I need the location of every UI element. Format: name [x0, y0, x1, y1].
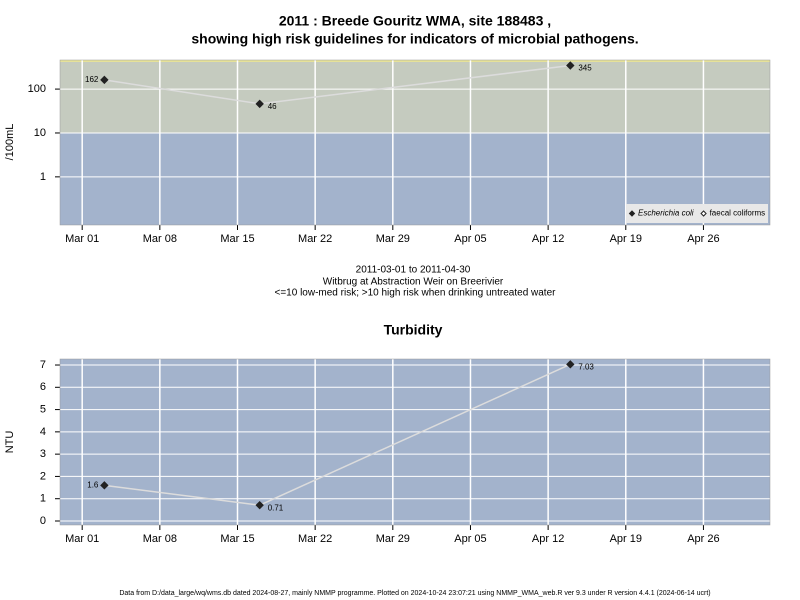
data-label: 162: [85, 75, 99, 84]
title-line: 2011 : Breede Gouritz WMA, site 188483 ,: [279, 13, 551, 29]
data-label: 7.03: [578, 362, 594, 371]
data-point: [100, 481, 109, 490]
y-tick-label: 0: [40, 515, 46, 527]
caption-line: <=10 low-med risk; >10 high risk when dr…: [275, 288, 557, 299]
x-tick-label: Apr 19: [610, 533, 642, 545]
x-tick-label: Mar 29: [376, 533, 410, 545]
x-tick-label: Apr 26: [687, 233, 719, 245]
y-tick-label: 1: [40, 171, 46, 183]
x-tick-label: Apr 19: [610, 233, 642, 245]
data-point: [255, 500, 264, 510]
data-label: 1.6: [87, 480, 99, 489]
high-risk-band: [60, 60, 770, 133]
y-tick-label: 1: [40, 493, 46, 505]
caption-line: Witbrug at Abstraction Weir on Breerivie…: [323, 277, 504, 288]
y-axis-label: NTU: [4, 431, 16, 454]
data-point: [100, 75, 109, 85]
x-tick-label: Apr 12: [532, 533, 564, 545]
x-tick-label: Mar 22: [298, 233, 332, 245]
x-tick-label: Mar 01: [65, 233, 99, 245]
plot-background: [60, 359, 770, 525]
x-tick-label: Mar 29: [376, 233, 410, 245]
x-tick-label: Mar 15: [220, 233, 254, 245]
footer: Data from D:/data_large/wq/wms.db dated …: [119, 590, 710, 597]
legend-label: faecal coliforms: [710, 209, 766, 218]
data-point: [566, 61, 575, 70]
legend-label: Escherichia coli: [638, 209, 694, 218]
y-tick-label: 3: [40, 448, 46, 460]
legend-marker: [628, 210, 636, 217]
chart-title: Turbidity: [384, 322, 443, 338]
data-point: [255, 99, 264, 109]
data-label: 345: [578, 64, 592, 73]
data-point: [566, 360, 575, 369]
y-tick-label: 10: [34, 127, 46, 139]
x-tick-label: Apr 26: [687, 533, 719, 545]
y-tick-label: 2: [40, 470, 46, 482]
y-axis-label: /100mL: [4, 124, 16, 161]
y-tick-label: 6: [40, 381, 46, 393]
legend-box: [626, 204, 768, 223]
x-tick-label: Mar 22: [298, 533, 332, 545]
x-tick-label: Mar 01: [65, 533, 99, 545]
x-tick-label: Mar 08: [143, 233, 177, 245]
y-tick-label: 100: [28, 83, 46, 95]
y-tick-label: 5: [40, 403, 46, 415]
plot-frame: [59, 59, 771, 226]
y-tick-label: 7: [40, 359, 46, 371]
title-line: showing high risk guidelines for indicat…: [191, 31, 638, 47]
x-tick-label: Mar 08: [143, 533, 177, 545]
data-label: 0.71: [268, 503, 284, 512]
legend-marker: [700, 210, 707, 217]
x-tick-label: Apr 05: [454, 533, 486, 545]
data-label: 46: [268, 102, 277, 111]
y-tick-label: 4: [40, 426, 46, 438]
x-tick-label: Apr 05: [454, 233, 486, 245]
caption-line: 2011-03-01 to 2011-04-30: [356, 265, 471, 276]
plot-frame: [59, 358, 771, 526]
x-tick-label: Apr 12: [532, 233, 564, 245]
x-tick-label: Mar 15: [220, 533, 254, 545]
